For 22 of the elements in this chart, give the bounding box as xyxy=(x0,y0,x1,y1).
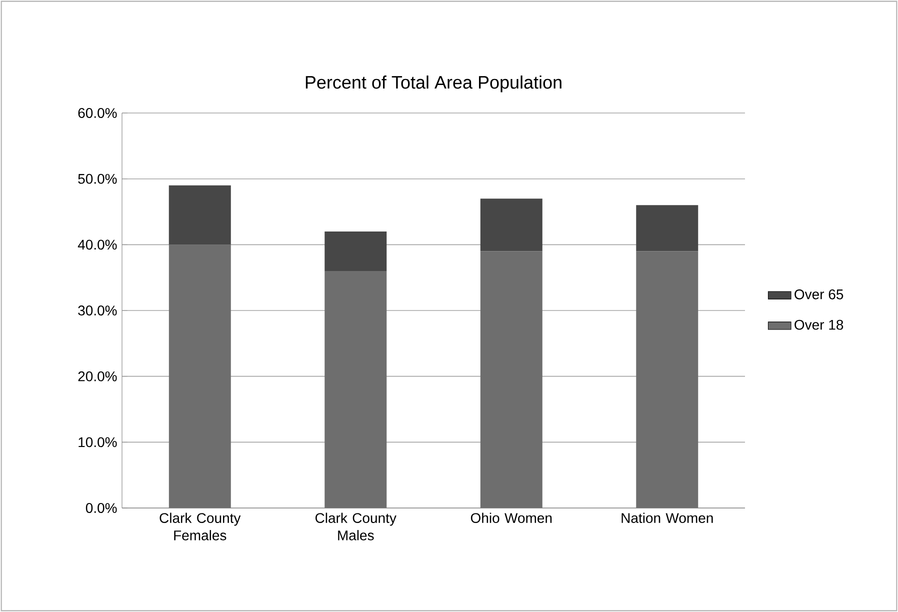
bar xyxy=(324,232,387,272)
x-tick-label: Clark County Males xyxy=(315,512,396,540)
x-tick-label: Nation Women xyxy=(622,512,713,523)
y-tick-label: 20.0% xyxy=(78,371,117,382)
legend-label: Over 65 xyxy=(794,289,844,300)
bar xyxy=(168,244,231,508)
legend-label: Over 18 xyxy=(794,320,844,330)
bar xyxy=(480,198,542,252)
y-tick-label: 0.0% xyxy=(86,503,117,513)
bar xyxy=(168,185,231,245)
y-tick-label: 30.0% xyxy=(78,306,117,316)
bar xyxy=(636,251,698,508)
y-tick-label: 10.0% xyxy=(78,437,117,448)
x-tick-label: Ohio Women xyxy=(470,512,552,523)
x-tick-label: Clark County Females xyxy=(160,512,241,540)
y-tick-label: 60.0% xyxy=(78,108,117,118)
bar xyxy=(636,205,698,252)
y-tick-label: 40.0% xyxy=(78,240,117,250)
bar xyxy=(480,251,542,508)
chart-title: Percent of Total Area Population xyxy=(306,76,562,92)
y-tick-label: 50.0% xyxy=(78,174,117,184)
bar xyxy=(324,271,387,508)
